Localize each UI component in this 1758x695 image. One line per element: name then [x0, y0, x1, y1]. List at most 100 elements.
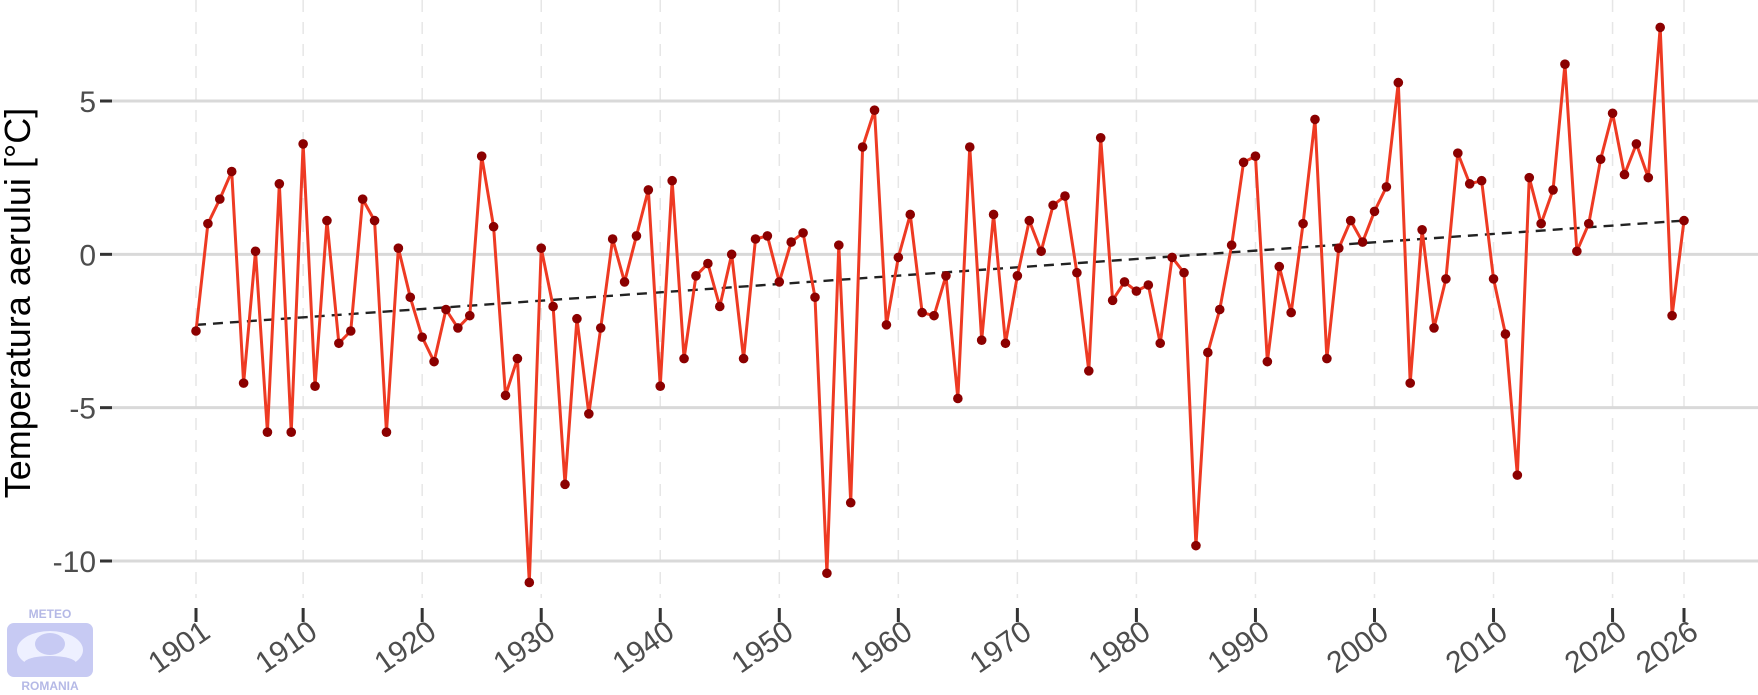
x-tick-label: 1910 [250, 615, 324, 680]
data-point [1679, 215, 1689, 226]
data-point [1298, 218, 1308, 229]
y-tick-label: -10 [53, 546, 96, 579]
data-point [1286, 307, 1296, 318]
data-point [1512, 470, 1523, 480]
data-point [726, 249, 737, 260]
data-point [203, 218, 213, 229]
data-point [893, 252, 904, 263]
data-point [1453, 148, 1463, 158]
data-point [1119, 277, 1130, 287]
data-points [191, 22, 1689, 588]
data-point [1107, 295, 1118, 306]
data-point [1167, 252, 1177, 263]
y-tick-label: 5 [79, 86, 96, 119]
data-point [1441, 274, 1451, 284]
data-point [1012, 271, 1023, 281]
data-point [262, 427, 273, 438]
x-tick-label: 1901 [142, 615, 216, 680]
data-point [1072, 267, 1082, 278]
data-point [607, 234, 618, 244]
data-point [953, 393, 963, 404]
data-point [191, 326, 201, 336]
data-point [869, 105, 880, 115]
data-point [738, 353, 749, 364]
data-point [1500, 329, 1511, 339]
data-point [1381, 182, 1392, 192]
data-point [1476, 175, 1487, 186]
data-point [250, 246, 261, 257]
data-point [845, 497, 856, 508]
data-point [524, 577, 535, 588]
data-point [381, 427, 392, 438]
data-point [774, 277, 785, 287]
data-point [226, 166, 237, 177]
data-point [703, 258, 713, 269]
data-point [1310, 114, 1320, 125]
data-point [1583, 218, 1594, 229]
data-point [1357, 237, 1368, 247]
data-point [964, 142, 975, 152]
horizontal-gridlines [112, 99, 1758, 563]
data-point [798, 228, 808, 238]
logo-text-bottom: ROMANIA [21, 679, 79, 692]
data-point [215, 194, 225, 204]
data-point [1464, 179, 1475, 189]
data-point [369, 215, 380, 226]
data-point [417, 332, 427, 342]
x-tick-label: 1930 [488, 615, 562, 680]
data-point [679, 353, 689, 364]
data-point [310, 381, 320, 392]
data-point [274, 179, 285, 189]
data-point [1667, 310, 1677, 321]
data-point [1048, 200, 1058, 211]
y-tick-label: 0 [79, 239, 96, 272]
data-point [667, 175, 677, 186]
data-point [1238, 157, 1249, 168]
data-point [1595, 154, 1606, 165]
data-point [1548, 185, 1558, 195]
x-tick-label: 2000 [1321, 615, 1395, 680]
data-point [1262, 356, 1273, 367]
x-tick-label: 1990 [1202, 615, 1276, 680]
data-point [512, 353, 523, 364]
data-point [1655, 22, 1665, 33]
data-point [619, 277, 630, 287]
data-point [976, 335, 987, 346]
data-point [453, 323, 463, 333]
data-point [941, 271, 951, 281]
data-point [1084, 366, 1094, 376]
data-point [1417, 225, 1427, 235]
data-point [357, 194, 368, 204]
data-point [988, 209, 999, 220]
data-point [1488, 274, 1499, 284]
data-point [1405, 378, 1416, 388]
data-point [1036, 246, 1046, 257]
data-point [322, 215, 332, 226]
data-point [786, 237, 796, 247]
data-point [500, 390, 511, 401]
data-point [429, 356, 439, 367]
data-point [905, 209, 916, 220]
data-point [1560, 59, 1570, 69]
data-point [476, 151, 487, 161]
series-line [194, 25, 1686, 584]
data-point [691, 271, 701, 281]
data-point [1643, 172, 1654, 183]
x-tick-label: 2010 [1440, 615, 1514, 680]
data-point [917, 307, 927, 318]
data-point [595, 323, 606, 333]
data-point [1429, 323, 1439, 333]
data-point [1155, 338, 1166, 349]
data-point [548, 301, 558, 312]
data-point [488, 221, 499, 232]
y-axis-ticks: -10 -5 0 5 [53, 86, 112, 579]
x-tick-label: 1970 [964, 615, 1038, 680]
trend-line [195, 219, 1685, 327]
data-point [238, 378, 249, 388]
data-point [1214, 304, 1225, 315]
data-point [1345, 215, 1356, 226]
data-point [298, 139, 308, 149]
data-point [1024, 215, 1035, 226]
data-point [1524, 172, 1535, 183]
data-point [536, 243, 547, 253]
